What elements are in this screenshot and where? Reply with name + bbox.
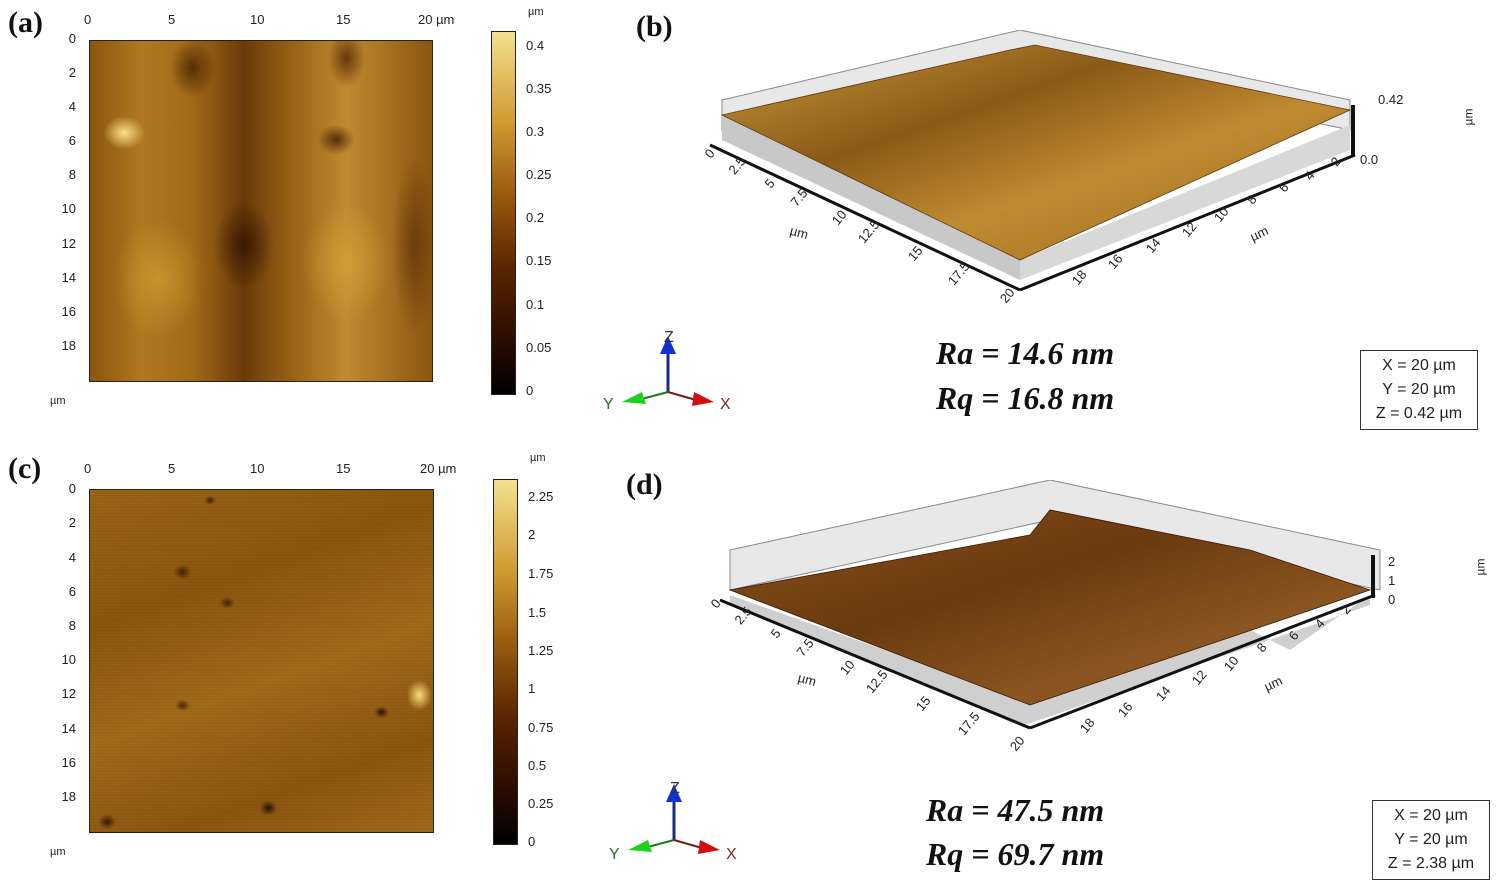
y-tick: 12 <box>61 686 76 701</box>
axis-triad-icon <box>622 336 714 406</box>
z-tick: 0 <box>1388 592 1396 607</box>
triad-y-label: Y <box>609 846 620 863</box>
z-tick-max: 0.42 <box>1378 92 1404 107</box>
z-axis-unit: µm <box>1473 558 1488 576</box>
colorbar-c <box>493 479 518 845</box>
x-tick: 15 <box>336 12 351 27</box>
triad-x-label: X <box>726 846 737 863</box>
dim-y: Y = 20 µm <box>1382 381 1456 398</box>
triad-y-label: Y <box>603 396 614 413</box>
y-tick: 2 <box>68 65 76 80</box>
height-map-a <box>89 40 433 382</box>
y-tick: 4 <box>68 99 76 114</box>
dim-x: X = 20 µm <box>1394 807 1468 824</box>
y-tick: 0 <box>68 481 76 496</box>
y-tick: 14 <box>61 270 76 285</box>
ra-value: Ra = 14.6 nm <box>935 335 1115 371</box>
y-tick: 8 <box>68 618 76 633</box>
y-tick: 16 <box>61 755 76 770</box>
x-tick: 10 <box>250 12 265 27</box>
colorbar-tick: 0.25 <box>526 167 552 182</box>
rq-value: Rq = 69.7 nm <box>925 836 1105 872</box>
axis-unit: µm <box>50 846 66 858</box>
y-tick: 6 <box>68 584 76 599</box>
colorbar-tick: 0 <box>526 383 534 398</box>
y-tick: 12 <box>61 236 76 251</box>
y-tick: 16 <box>61 304 76 319</box>
colorbar-tick: 1.5 <box>528 605 547 620</box>
triad-z-label: Z <box>664 329 674 346</box>
y-tick: 18 <box>61 338 76 353</box>
colorbar-tick: 1.75 <box>528 566 554 581</box>
z-tick: 2 <box>1388 554 1396 569</box>
colorbar-tick: 0.5 <box>528 758 547 773</box>
x-tick: 20 µm <box>420 461 457 476</box>
y-tick: 8 <box>68 167 76 182</box>
colorbar-tick: 0.25 <box>528 796 554 811</box>
colorbar-unit: µm <box>528 6 544 18</box>
dimension-box: X = 20 µm Y = 20 µm Z = 0.42 µm <box>1360 350 1478 430</box>
surface-3d-d <box>719 480 1381 730</box>
ra-value: Ra = 47.5 nm <box>925 792 1105 828</box>
colorbar-tick: 0.05 <box>526 340 552 355</box>
colorbar-tick: 0.35 <box>526 81 552 96</box>
colorbar-tick: 0.4 <box>526 38 545 53</box>
y-tick: 18 <box>61 789 76 804</box>
x-tick: 0 <box>84 12 92 27</box>
dim-y: Y = 20 µm <box>1394 831 1468 848</box>
dim-z: Z = 0.42 µm <box>1375 405 1463 422</box>
y-tick: 2 <box>68 515 76 530</box>
colorbar-tick: 0.75 <box>528 720 554 735</box>
panel-label-d: (d) <box>626 468 663 501</box>
x-tick: 20 µm <box>418 12 455 27</box>
triad-z-label: Z <box>670 780 680 797</box>
colorbar-tick: 0.15 <box>526 253 552 268</box>
dimension-box: X = 20 µm Y = 20 µm Z = 2.38 µm <box>1372 800 1490 880</box>
colorbar-tick: 0 <box>528 834 536 849</box>
panel-label-c: (c) <box>8 452 42 485</box>
z-axis-unit: µm <box>1461 108 1476 126</box>
height-map-c <box>89 489 434 833</box>
x-tick: 0 <box>84 461 92 476</box>
x-tick: 10 <box>250 461 265 476</box>
y-tick: 4 <box>68 550 76 565</box>
triad-x-label: X <box>720 396 731 413</box>
y-tick: 0 <box>68 31 76 46</box>
dim-x: X = 20 µm <box>1382 357 1456 374</box>
colorbar-tick: 0.1 <box>526 297 545 312</box>
y-tick: 6 <box>68 133 76 148</box>
x-tick: 5 <box>168 12 176 27</box>
y-tick: 14 <box>61 721 76 736</box>
colorbar-tick: 1.25 <box>528 643 554 658</box>
colorbar-tick: 1 <box>528 681 536 696</box>
axis-unit: µm <box>50 395 66 407</box>
axis-triad-icon <box>628 784 720 854</box>
colorbar-a <box>491 31 516 395</box>
colorbar-tick: 2 <box>528 527 536 542</box>
dim-z: Z = 2.38 µm <box>1387 855 1475 872</box>
y-tick: 10 <box>61 201 76 216</box>
panel-label-b: (b) <box>636 10 673 43</box>
colorbar-tick: 0.2 <box>526 210 545 225</box>
colorbar-tick: 0.3 <box>526 124 545 139</box>
x-tick: 15 <box>336 461 351 476</box>
colorbar-tick: 2.25 <box>528 489 554 504</box>
panel-label-a: (a) <box>8 6 43 39</box>
z-tick: 1 <box>1388 573 1396 588</box>
colorbar-unit: µm <box>530 452 546 464</box>
rq-value: Rq = 16.8 nm <box>935 380 1115 416</box>
surface-3d-b <box>709 30 1356 292</box>
y-tick: 10 <box>61 652 76 667</box>
x-tick: 5 <box>168 461 176 476</box>
z-tick-min: 0.0 <box>1360 152 1379 167</box>
